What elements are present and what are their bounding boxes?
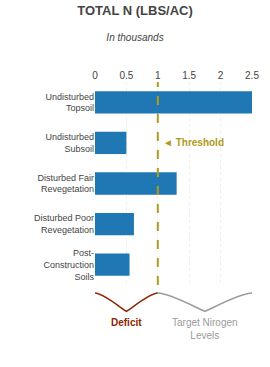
- svg-text:Deficit: Deficit: [111, 317, 142, 328]
- svg-text:UndisturbedSubsoil: UndisturbedSubsoil: [45, 132, 94, 154]
- svg-text:◄ Threshold: ◄ Threshold: [163, 137, 224, 148]
- svg-text:UndisturbedTopsoil: UndisturbedTopsoil: [45, 92, 94, 114]
- svg-text:0.5: 0.5: [119, 70, 133, 81]
- svg-text:2.5: 2.5: [245, 70, 259, 81]
- svg-text:Disturbed PoorRevegetation: Disturbed PoorRevegetation: [34, 213, 94, 235]
- svg-text:In thousands: In thousands: [106, 32, 163, 43]
- svg-text:Disturbed FairRevegetation: Disturbed FairRevegetation: [37, 173, 94, 195]
- svg-text:Post-ConstructionSoils: Post-ConstructionSoils: [43, 248, 94, 281]
- svg-text:TOTAL N (LBS/AC): TOTAL N (LBS/AC): [77, 3, 193, 18]
- svg-text:1: 1: [155, 70, 161, 81]
- svg-text:0: 0: [92, 70, 98, 81]
- svg-text:1.5: 1.5: [182, 70, 196, 81]
- svg-text:Target NirogenLevels: Target NirogenLevels: [172, 317, 238, 341]
- svg-text:2: 2: [218, 70, 224, 81]
